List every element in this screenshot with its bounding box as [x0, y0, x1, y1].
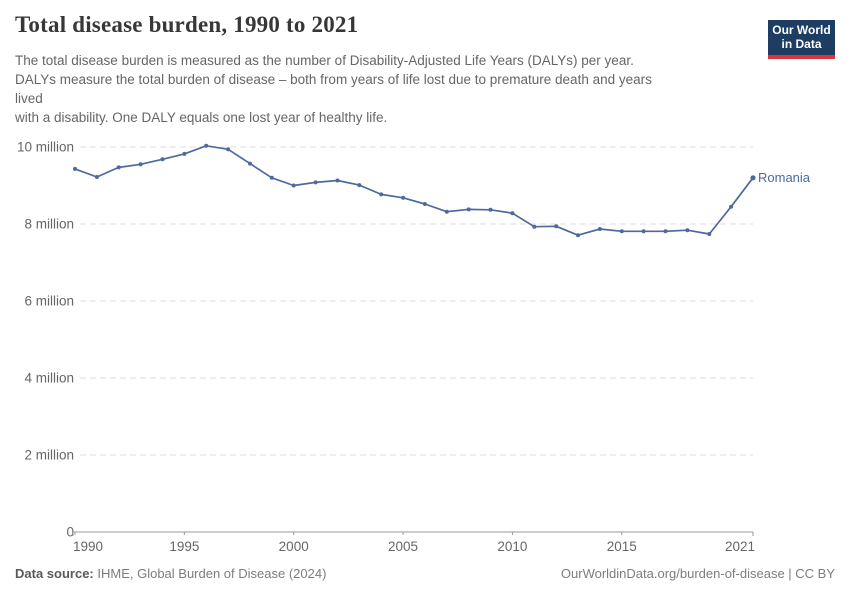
footer-source: Data source: IHME, Global Burden of Dise…	[15, 566, 326, 581]
data-point-2005[interactable]	[401, 195, 406, 200]
entity-label-romania: Romania	[758, 170, 811, 185]
owid-logo-text: Our World in Data	[768, 20, 835, 55]
data-point-2016[interactable]	[641, 229, 646, 234]
data-point-1995[interactable]	[182, 151, 187, 156]
data-point-2014[interactable]	[597, 227, 602, 231]
y-tick-label-6: 6 million	[24, 294, 74, 309]
license-link[interactable]: OurWorldinData.org/burden-of-disease | C…	[560, 566, 835, 581]
data-point-1999[interactable]	[269, 175, 274, 180]
data-point-2006[interactable]	[422, 202, 427, 206]
data-point-1996[interactable]	[204, 143, 209, 148]
data-point-2013[interactable]	[576, 233, 580, 238]
data-point-2000[interactable]	[291, 183, 296, 188]
chart-subtitle: The total disease burden is measured as …	[15, 53, 652, 125]
x-tick-label-2000: 2000	[279, 539, 309, 554]
data-point-1994[interactable]	[160, 157, 165, 162]
data-point-2003[interactable]	[357, 183, 362, 188]
data-point-1992[interactable]	[116, 165, 121, 170]
x-tick-label-2005: 2005	[388, 539, 418, 554]
owid-logo-redbar	[768, 55, 835, 59]
data-point-2019[interactable]	[707, 232, 712, 236]
data-point-2004[interactable]	[379, 192, 384, 197]
data-point-2012[interactable]	[554, 224, 559, 229]
data-point-2007[interactable]	[444, 209, 449, 214]
data-point-2002[interactable]	[335, 178, 340, 183]
source-label: Data source:	[15, 566, 94, 581]
data-point-2015[interactable]	[619, 229, 624, 234]
data-point-1997[interactable]	[226, 147, 231, 152]
y-tick-label-8: 8 million	[24, 217, 74, 232]
data-point-1993[interactable]	[138, 162, 143, 167]
data-point-2018[interactable]	[685, 228, 690, 233]
data-point-2021[interactable]	[750, 175, 756, 181]
data-point-1990[interactable]	[73, 166, 77, 171]
page-title: Total disease burden, 1990 to 2021	[15, 12, 359, 37]
chart-footer: Data source: IHME, Global Burden of Dise…	[15, 566, 835, 581]
y-tick-label-4: 4 million	[24, 371, 74, 386]
data-point-2017[interactable]	[663, 229, 668, 234]
owid-logo-line2: in Data	[781, 36, 822, 51]
data-point-2008[interactable]	[466, 207, 471, 212]
owid-logo-line1: Our World	[772, 23, 831, 37]
source-text: IHME, Global Burden of Disease (2024)	[93, 566, 327, 581]
x-tick-label-2015: 2015	[607, 539, 637, 554]
x-tick-label-1995: 1995	[169, 539, 199, 554]
data-point-2001[interactable]	[313, 180, 318, 185]
data-point-1991[interactable]	[94, 175, 99, 179]
x-tick-label-2021: 2021	[725, 539, 755, 554]
y-tick-label-2: 2 million	[24, 448, 74, 463]
data-point-1998[interactable]	[248, 161, 252, 166]
x-tick-label-2010: 2010	[497, 539, 527, 554]
data-point-2009[interactable]	[488, 207, 493, 212]
y-tick-label-0: 0	[66, 525, 74, 540]
x-tick-label-1990: 1990	[73, 539, 103, 554]
data-point-2020[interactable]	[729, 204, 734, 209]
y-tick-label-10: 10 million	[17, 140, 74, 155]
data-line-romania[interactable]	[74, 144, 754, 237]
data-point-2010[interactable]	[510, 211, 515, 216]
data-point-2011[interactable]	[532, 224, 537, 229]
owid-logo[interactable]: Our World in Data	[768, 20, 835, 59]
